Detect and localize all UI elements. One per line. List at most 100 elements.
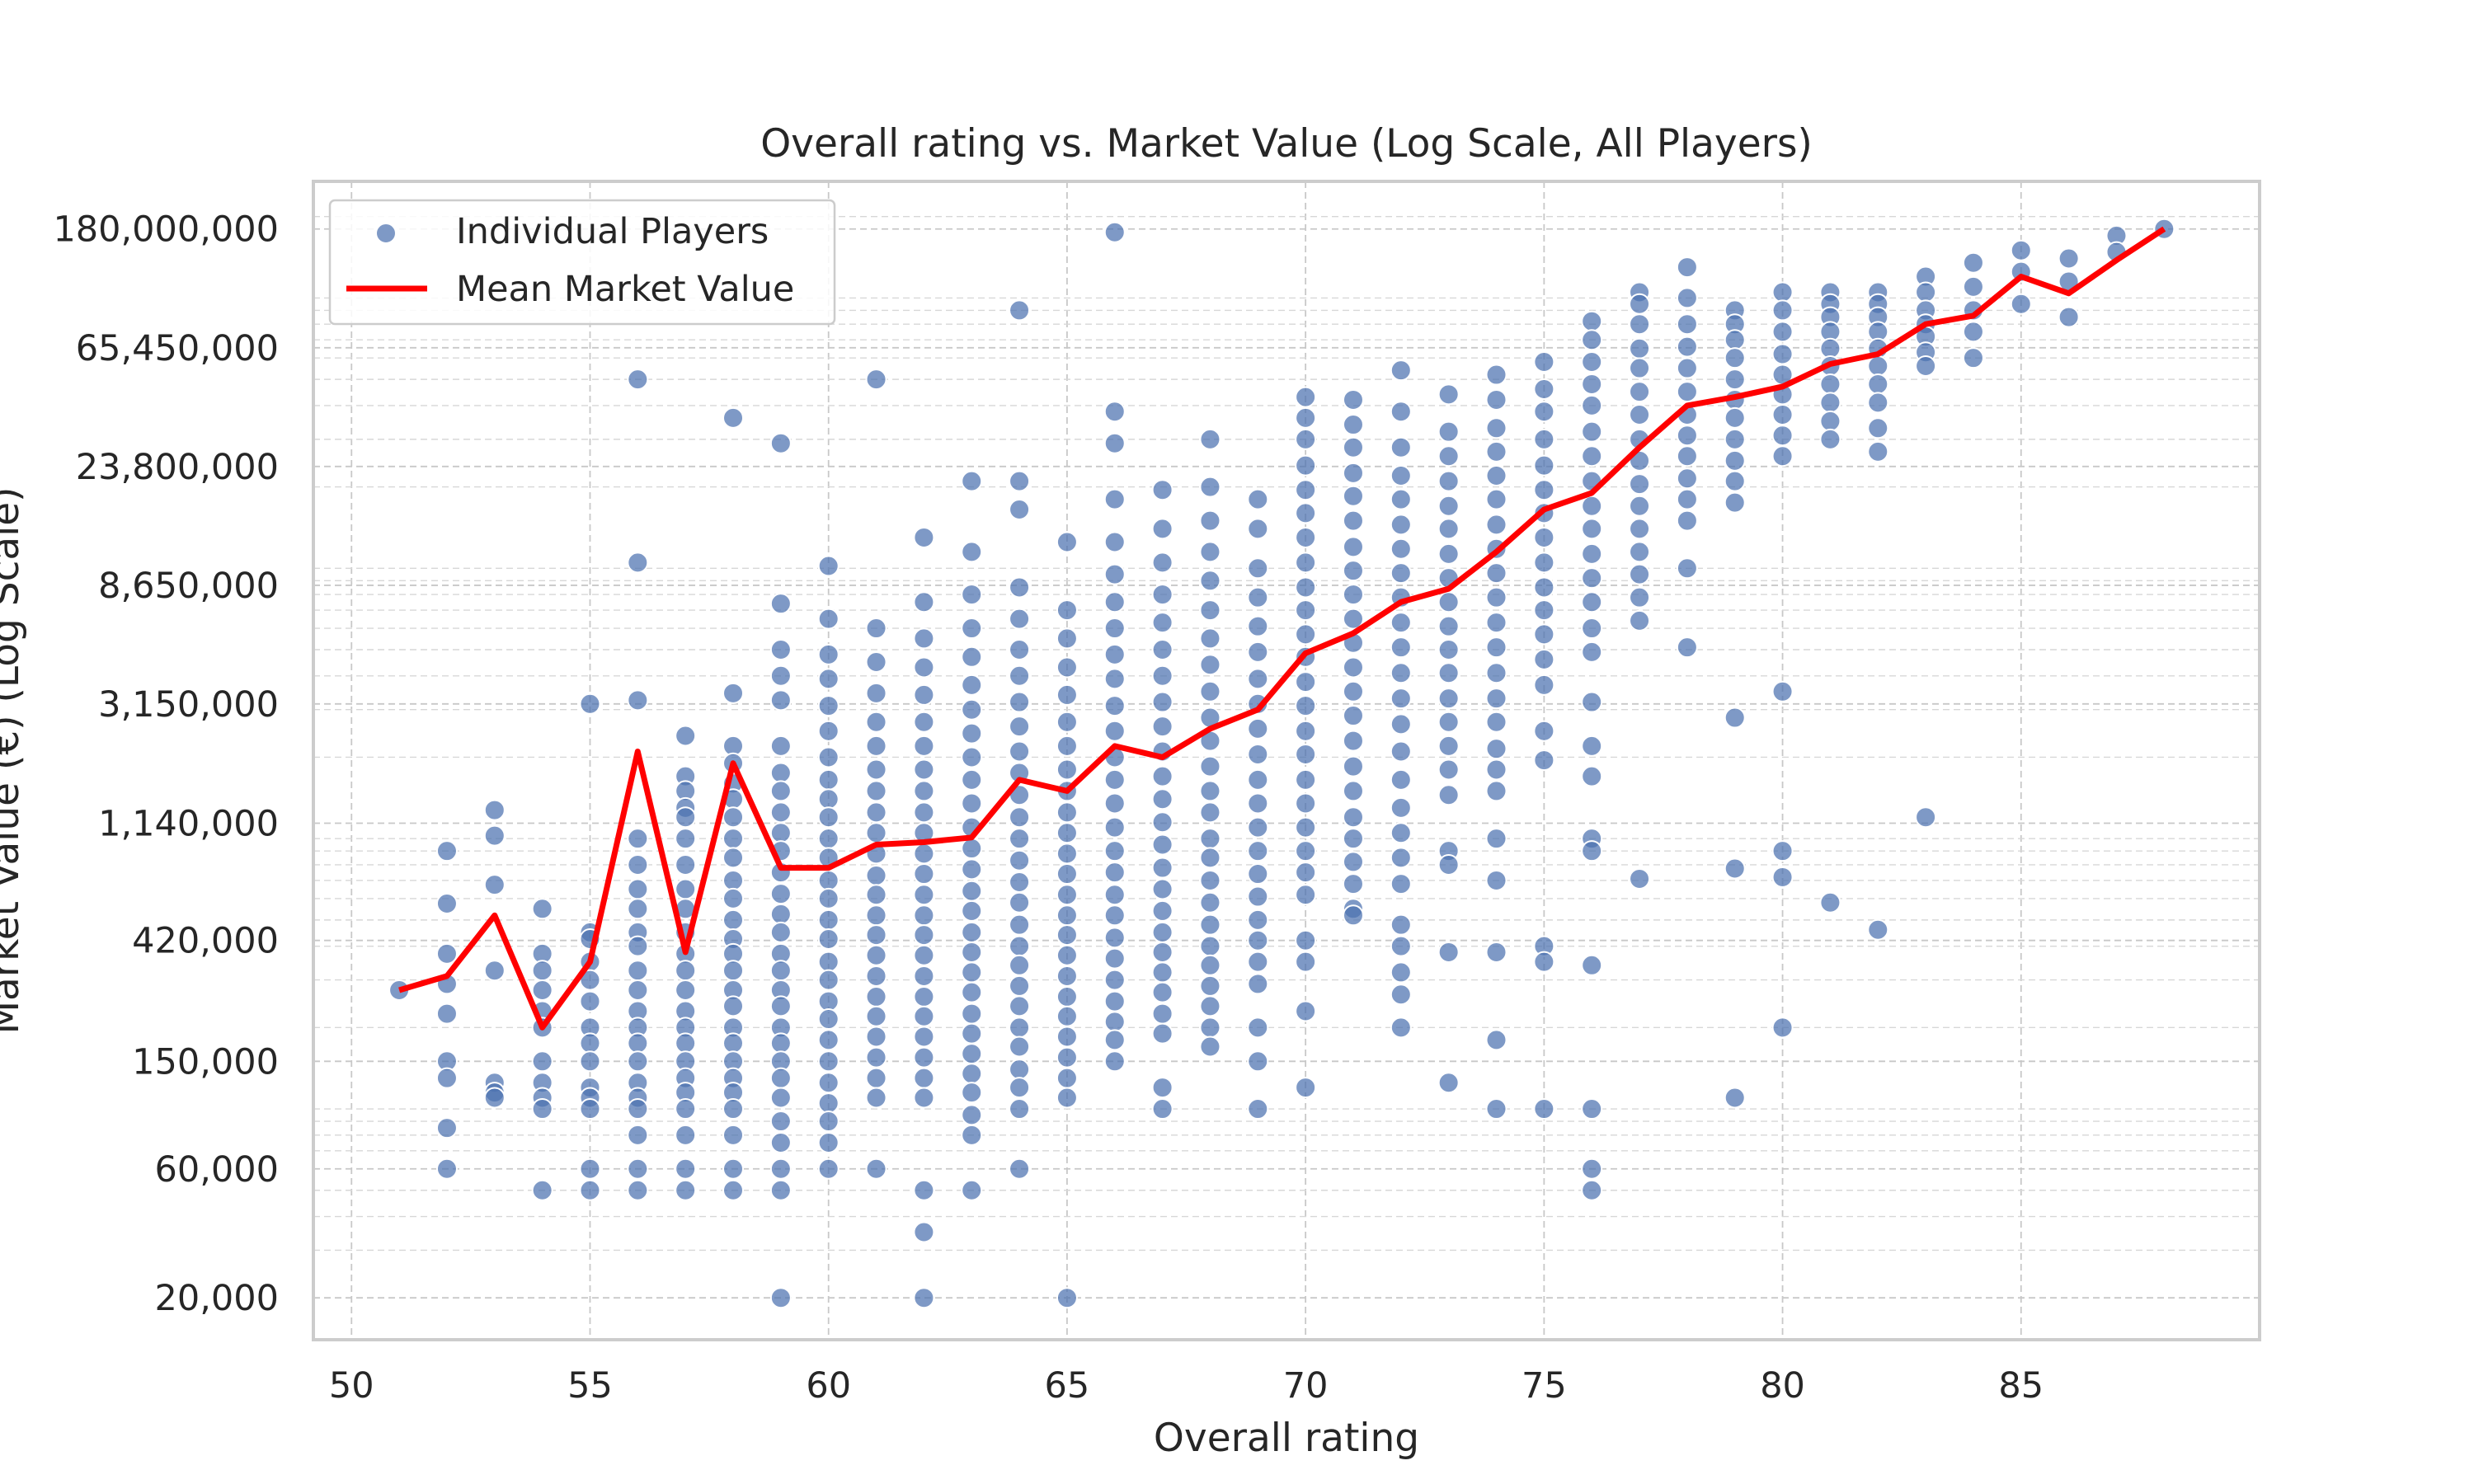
player-point bbox=[769, 780, 792, 802]
player-point bbox=[1009, 608, 1031, 630]
player-point bbox=[865, 801, 887, 824]
player-point bbox=[1056, 599, 1078, 622]
player-point bbox=[961, 1003, 983, 1025]
player-point bbox=[1485, 586, 1507, 608]
player-point bbox=[913, 985, 935, 1007]
player-point bbox=[1295, 623, 1317, 646]
player-point bbox=[1533, 552, 1555, 574]
player-point bbox=[483, 874, 506, 896]
player-point bbox=[769, 801, 792, 824]
player-point bbox=[1533, 720, 1555, 742]
player-point bbox=[1485, 1098, 1507, 1120]
player-point bbox=[817, 720, 840, 742]
player-point bbox=[1056, 801, 1078, 824]
player-point bbox=[483, 799, 506, 821]
player-point bbox=[817, 1029, 840, 1051]
player-point bbox=[1009, 891, 1031, 913]
player-point bbox=[1724, 449, 1746, 472]
player-point bbox=[913, 683, 935, 706]
player-point bbox=[1533, 350, 1555, 373]
player-point bbox=[961, 1124, 983, 1146]
player-point bbox=[1009, 740, 1031, 763]
player-point bbox=[1581, 495, 1603, 517]
player-point bbox=[913, 863, 935, 885]
player-point bbox=[1103, 927, 1126, 949]
player-point bbox=[1103, 1050, 1126, 1073]
player-point bbox=[1295, 792, 1317, 815]
player-point bbox=[865, 904, 887, 927]
player-point bbox=[817, 768, 840, 791]
player-point bbox=[1342, 904, 1364, 927]
player-point bbox=[1009, 498, 1031, 520]
player-point bbox=[865, 822, 887, 844]
player-point bbox=[1437, 470, 1460, 492]
player-point bbox=[1056, 822, 1078, 844]
player-point bbox=[961, 899, 983, 922]
player-point bbox=[675, 960, 697, 982]
player-point bbox=[1009, 638, 1031, 660]
player-point bbox=[627, 960, 649, 982]
player-point bbox=[769, 1032, 792, 1054]
player-point bbox=[1390, 822, 1412, 844]
player-point bbox=[817, 869, 840, 891]
player-point bbox=[1819, 891, 1841, 913]
player-point bbox=[627, 828, 649, 850]
player-point bbox=[1342, 584, 1364, 606]
player-point bbox=[1247, 615, 1269, 637]
player-point bbox=[1056, 735, 1078, 757]
player-point bbox=[1342, 436, 1364, 458]
player-point bbox=[1771, 343, 1794, 365]
player-point bbox=[531, 898, 553, 920]
player-point bbox=[1676, 425, 1698, 447]
player-point bbox=[1485, 780, 1507, 802]
player-point bbox=[817, 909, 840, 931]
player-point bbox=[1151, 1003, 1174, 1025]
player-point bbox=[675, 878, 697, 900]
player-point bbox=[435, 1003, 458, 1025]
player-point bbox=[1151, 811, 1174, 834]
x-tick-label: 60 bbox=[806, 1365, 851, 1407]
player-point bbox=[1629, 495, 1651, 517]
player-point bbox=[1247, 816, 1269, 838]
player-point bbox=[1819, 392, 1841, 414]
player-point bbox=[1199, 627, 1221, 650]
player-point bbox=[1247, 1017, 1269, 1039]
player-point bbox=[1247, 863, 1269, 885]
player-point bbox=[722, 995, 745, 1017]
player-point bbox=[1103, 1011, 1126, 1033]
player-point bbox=[1247, 885, 1269, 908]
player-point bbox=[1295, 599, 1317, 622]
player-point bbox=[675, 1179, 697, 1201]
player-point bbox=[627, 935, 649, 957]
player-point bbox=[435, 1117, 458, 1139]
player-point bbox=[1342, 680, 1364, 702]
player-point bbox=[1009, 1017, 1031, 1039]
player-point bbox=[722, 869, 745, 891]
player-point bbox=[1056, 843, 1078, 865]
player-point bbox=[1151, 552, 1174, 574]
player-point bbox=[1437, 758, 1460, 781]
player-point bbox=[817, 695, 840, 717]
player-point bbox=[769, 903, 792, 925]
player-point bbox=[627, 1050, 649, 1073]
player-point bbox=[1342, 780, 1364, 802]
player-point bbox=[1724, 470, 1746, 492]
player-point bbox=[1676, 381, 1698, 403]
player-point bbox=[1103, 904, 1126, 927]
mean-market-value-line bbox=[398, 226, 2166, 1031]
player-point bbox=[1103, 768, 1126, 791]
player-point bbox=[1295, 502, 1317, 524]
player-point bbox=[1485, 738, 1507, 760]
player-point bbox=[817, 788, 840, 810]
x-tick-label: 70 bbox=[1283, 1365, 1329, 1407]
player-point bbox=[531, 1050, 553, 1073]
player-point bbox=[1199, 913, 1221, 936]
player-point bbox=[1342, 462, 1364, 484]
player-point bbox=[579, 1179, 601, 1201]
x-tick-label: 85 bbox=[1998, 1365, 2044, 1407]
player-point bbox=[913, 1046, 935, 1068]
player-point bbox=[1533, 1098, 1555, 1120]
player-point bbox=[817, 1132, 840, 1154]
player-point bbox=[1629, 293, 1651, 315]
player-point bbox=[2010, 239, 2032, 261]
